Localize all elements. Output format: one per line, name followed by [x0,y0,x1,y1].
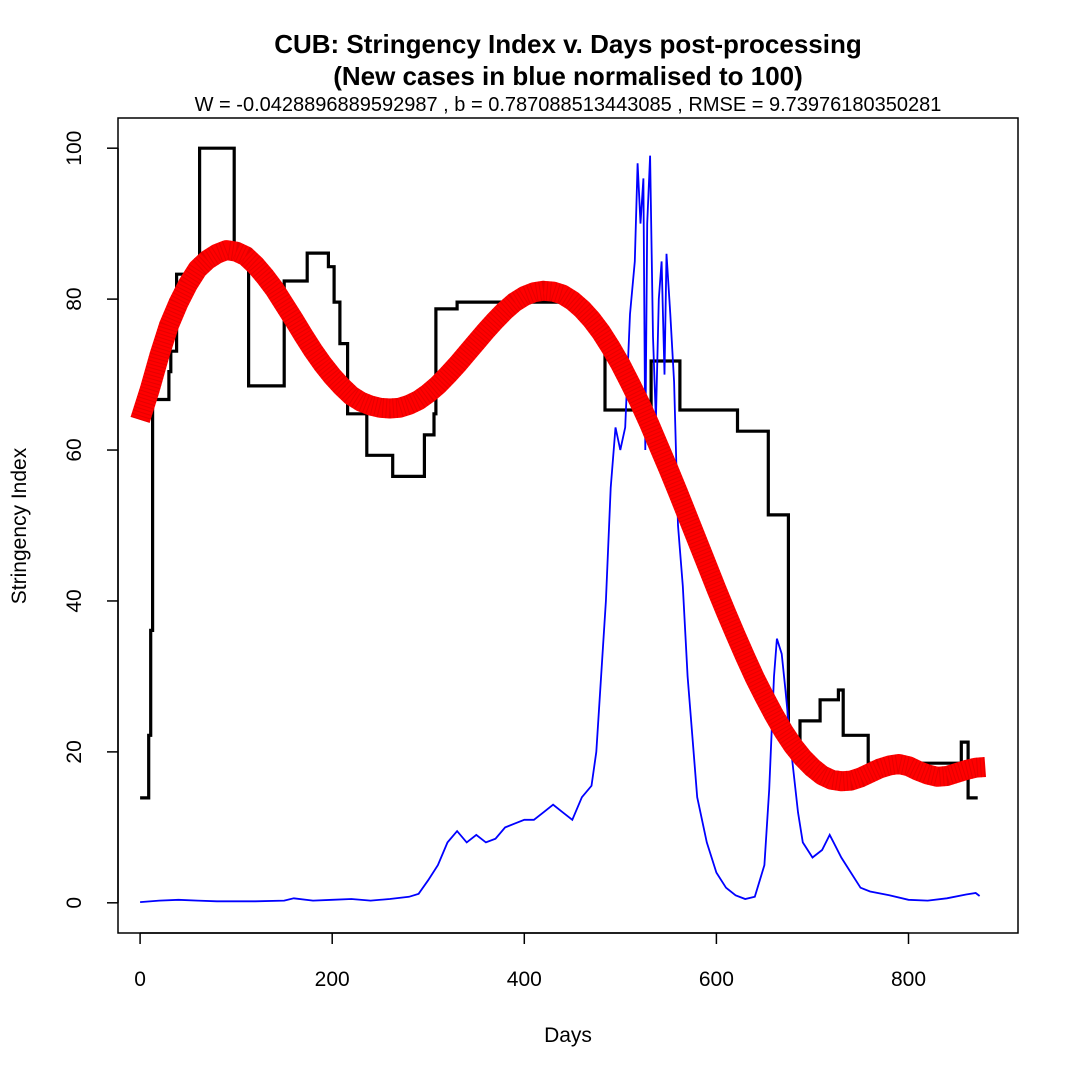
y-tick-label: 60 [63,438,86,461]
x-tick-label: 200 [315,968,350,991]
chart-title-line2: (New cases in blue normalised to 100) [333,61,803,91]
x-axis-label: Days [544,1024,592,1047]
x-tick-label: 600 [699,968,734,991]
chart-title: CUB: Stringency Index v. Days post-proce… [274,29,862,59]
x-tick-label: 400 [507,968,542,991]
y-tick-label: 100 [63,131,86,166]
x-tick-label: 800 [891,968,926,991]
y-tick-label: 80 [63,287,86,310]
plot-area [130,146,987,903]
x-tick-label: 0 [134,968,146,991]
y-axis-label: Stringency Index [8,447,31,604]
fitted-curve-markers [130,239,987,792]
y-tick-label: 0 [63,897,86,909]
y-tick-label: 20 [63,740,86,763]
y-axis: 0 20 40 60 80 100 [63,131,119,909]
new-cases-line [140,155,981,903]
y-tick-label: 40 [63,589,86,612]
x-axis: 0 200 400 600 800 [134,932,926,991]
fitted-curve-line [130,240,987,792]
chart-subtitle: W = -0.0428896889592987 , b = 0.78708851… [195,94,942,116]
